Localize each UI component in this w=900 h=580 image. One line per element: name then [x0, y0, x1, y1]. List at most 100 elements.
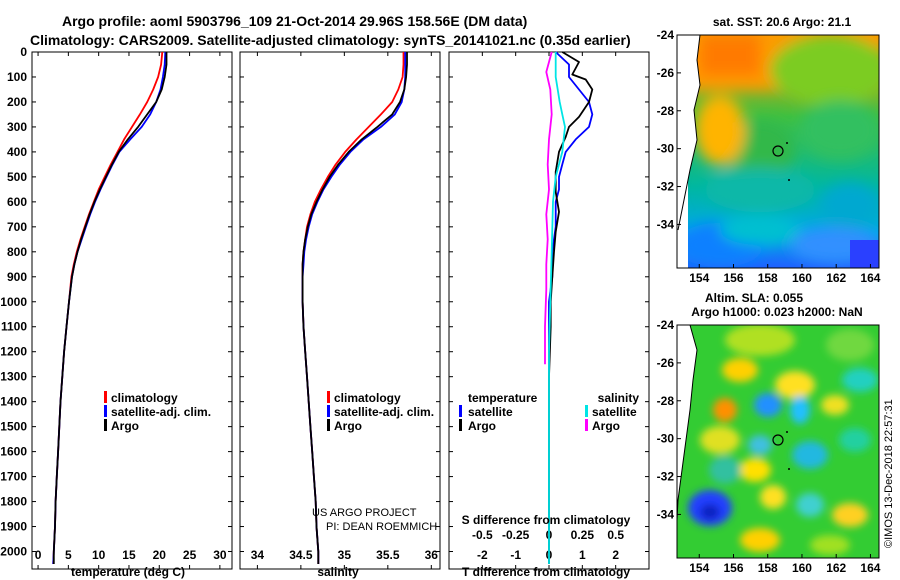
sla-map-title-1: Altim. SLA: 0.055	[705, 291, 803, 305]
title-line-1: Argo profile: aoml 5903796_109 21-Oct-20…	[62, 13, 527, 29]
credit-pi: PI: DEAN ROEMMICH	[326, 521, 437, 533]
map-x-tick-label: 158	[758, 271, 778, 285]
legend-header-salinity: salinity	[598, 391, 640, 405]
sst-map-axes: 154 156 158 160 162 164 -24 -26 -28 -30 -32 -34	[657, 28, 881, 285]
x-tick-label: 10	[92, 548, 106, 562]
x-tick-label: 36	[425, 548, 439, 562]
map-y-tick-label: -24	[657, 318, 675, 332]
depth-tick-label: 0	[20, 45, 27, 59]
x-tick-label: 34	[251, 548, 265, 562]
map-y-tick-label: -28	[657, 104, 675, 118]
depth-tick-label: 1300	[0, 370, 27, 384]
legend-swatch-s-argo	[585, 419, 588, 431]
sla-map	[676, 324, 880, 559]
legend-label-s-satellite: satellite	[592, 405, 637, 419]
depth-tick-label: 1400	[0, 395, 27, 409]
legend-swatch-t-satellite	[459, 405, 462, 417]
sst-map	[676, 34, 880, 269]
map-x-tick-label: 164	[860, 271, 880, 285]
map-x-tick-label: 162	[826, 561, 846, 575]
difference-legend: temperature satellite Argo salinity sate…	[459, 391, 639, 433]
depth-tick-label: 300	[7, 120, 27, 134]
depth-tick-label: 1200	[0, 345, 27, 359]
map-y-tick-label: -26	[657, 356, 675, 370]
legend-label-s-argo: Argo	[592, 419, 620, 433]
salinity-plot: 34 34.5 35 35.5 36	[240, 51, 440, 569]
x-tick-label: 5	[65, 548, 72, 562]
title-line-2: Climatology: CARS2009. Satellite-adjuste…	[30, 32, 631, 48]
s-diff-tick-label: 0.25	[571, 528, 595, 542]
legend-header-temperature: temperature	[468, 391, 538, 405]
map-y-tick-label: -26	[657, 66, 675, 80]
sst-argo-marker	[772, 145, 784, 157]
sst-map-title: sat. SST: 20.6 Argo: 21.1	[713, 15, 852, 29]
legend-label-satellite: satellite-adj. clim.	[111, 405, 211, 419]
temperature-xlabel: temperature (deg C)	[71, 565, 185, 579]
legend-swatch-argo	[327, 419, 330, 431]
temperature-panel	[31, 51, 233, 570]
depth-tick-label: 200	[7, 95, 27, 109]
s-diff-tick-label: -0.25	[502, 528, 530, 542]
s-difference-xlabel: S difference from climatology	[462, 513, 631, 527]
salinity-xlabel: salinity	[317, 565, 359, 579]
x-tick-label: 35	[338, 548, 352, 562]
series-s-satellite	[548, 52, 566, 564]
depth-tick-label: 600	[7, 195, 27, 209]
legend-swatch-s-satellite	[585, 405, 588, 417]
series-satellite-adj-clim-	[52, 51, 167, 565]
x-tick-label: 2	[612, 548, 619, 562]
series-argo	[52, 52, 168, 564]
x-tick-label: 30	[213, 548, 227, 562]
x-tick-label: 0	[35, 548, 42, 562]
legend-label-satellite: satellite-adj. clim.	[334, 405, 434, 419]
series-s-argo	[544, 51, 553, 365]
map-y-tick-label: -32	[657, 470, 675, 484]
salinity-panel	[239, 51, 441, 570]
x-tick-label: -1	[510, 548, 521, 562]
depth-tick-label: 500	[7, 170, 27, 184]
map-x-tick-label: 160	[792, 271, 812, 285]
map-x-tick-label: 158	[758, 561, 778, 575]
x-tick-label: 35.5	[376, 548, 400, 562]
credit-project: US ARGO PROJECT	[312, 507, 417, 519]
map-x-tick-label: 154	[689, 271, 709, 285]
legend-swatch-climatology	[327, 391, 330, 403]
series-satellite-adj-clim-	[301, 52, 407, 564]
temperature-legend: climatology satellite-adj. clim. Argo	[104, 391, 211, 433]
legend-label-t-argo: Argo	[468, 419, 496, 433]
depth-tick-label: 1100	[1, 320, 27, 334]
legend-label-argo: Argo	[111, 419, 139, 433]
sla-map-title-2: Argo h1000: 0.023 h2000: NaN	[691, 305, 862, 319]
depth-tick-label: 1600	[0, 445, 27, 459]
legend-label-climatology: climatology	[334, 391, 401, 405]
series-argo	[301, 52, 408, 564]
map-x-tick-label: 156	[723, 561, 743, 575]
s-diff-tick-label: 0.5	[607, 528, 624, 542]
sla-argo-marker	[772, 434, 784, 446]
difference-plot: -2 -1 0 1 2-0.5 -0.25 0 0.25 0.5	[449, 51, 649, 569]
depth-tick-label: 800	[7, 245, 27, 259]
series-t-satellite	[548, 51, 594, 564]
map-y-tick-label: -34	[657, 217, 675, 231]
sla-map-axes: 154 156 158 160 162 164 -24 -26 -28 -30 -32 -34	[657, 318, 881, 575]
depth-tick-label: 1700	[0, 470, 27, 484]
t-difference-xlabel: T difference from climatology	[462, 565, 630, 579]
depth-tick-label: 1500	[0, 420, 27, 434]
x-tick-label: 25	[183, 548, 197, 562]
map-y-tick-label: -32	[657, 180, 675, 194]
map-x-tick-label: 164	[860, 561, 880, 575]
series-climatology	[301, 52, 405, 564]
x-tick-label: 15	[122, 548, 136, 562]
map-y-tick-label: -34	[657, 507, 675, 521]
depth-tick-label: 700	[7, 220, 27, 234]
depth-tick-label: 100	[7, 70, 27, 84]
series-climatology	[52, 51, 164, 565]
depth-tick-label: 1900	[0, 520, 27, 534]
depth-axis: 0 100 200 300 400 500 600 700 800 900 1000 1100 1200…	[0, 45, 27, 559]
x-tick-label: 1	[579, 548, 586, 562]
map-y-tick-label: -24	[657, 28, 675, 42]
x-tick-label: 34.5	[289, 548, 313, 562]
temperature-plot: 0 5 10 15 20 25 30	[32, 51, 232, 569]
legend-label-argo: Argo	[334, 419, 362, 433]
